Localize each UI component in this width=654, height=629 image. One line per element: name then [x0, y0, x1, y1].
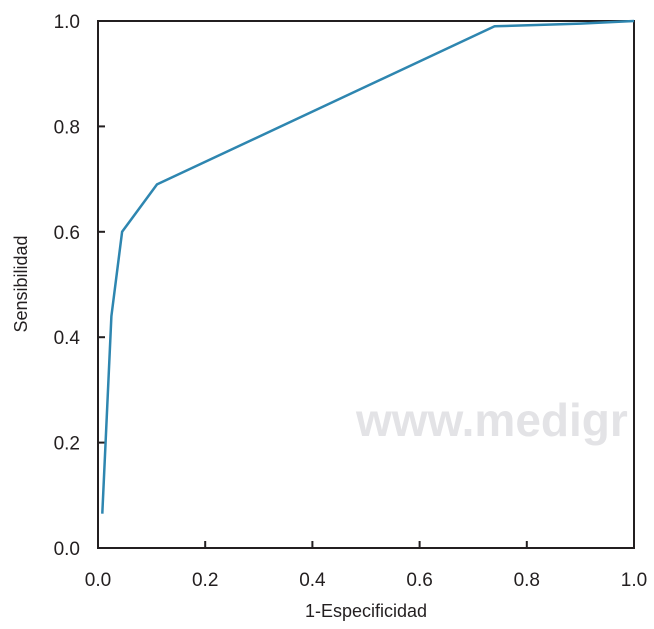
x-axis-label: 1-Especificidad [305, 601, 427, 621]
y-tick-label: 0.0 [54, 539, 80, 560]
axis-ticks: 0.0 0.2 0.4 0.6 0.8 1.0 0.0 0.2 0.4 0.6 0.8 1.0 [54, 12, 648, 591]
y-axis-label: Sensibilidad [11, 235, 31, 332]
y-tick-label: 0.2 [54, 434, 80, 455]
x-tick-label: 1.0 [621, 570, 647, 591]
y-tick-label: 0.6 [54, 223, 80, 244]
series-layer [101, 19, 635, 514]
y-tick-label: 0.4 [54, 328, 81, 349]
plot-frame [97, 20, 635, 549]
plot-border [97, 20, 635, 549]
y-tick-label: 0.8 [54, 117, 80, 138]
x-tick-label: 0.0 [85, 570, 111, 591]
x-tick-label: 0.6 [406, 570, 432, 591]
watermark: www.medigr [355, 394, 628, 446]
x-tick-label: 0.4 [299, 570, 326, 591]
x-tick-label: 0.2 [192, 570, 218, 591]
x-tick-label: 0.8 [514, 570, 540, 591]
y-tick-label: 1.0 [54, 12, 80, 33]
roc-curve [101, 19, 635, 514]
